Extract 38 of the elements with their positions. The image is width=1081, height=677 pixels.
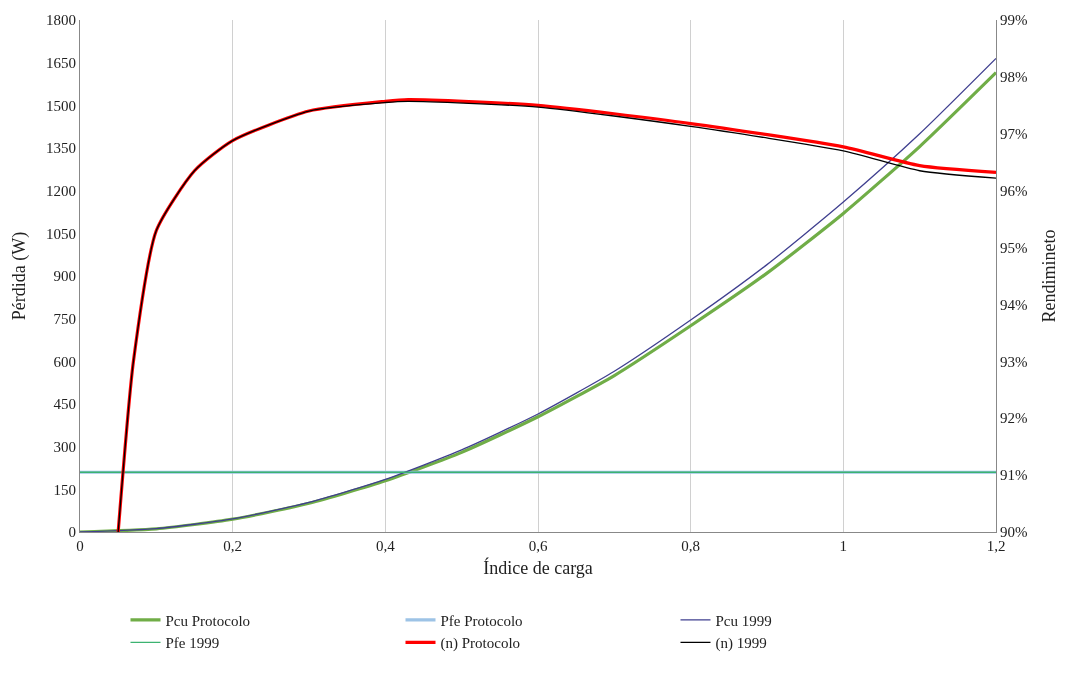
y-tick-label: 1350 — [46, 140, 76, 157]
y2-tick-label: 94% — [1000, 296, 1028, 313]
y2-tick-label: 95% — [1000, 239, 1028, 256]
y-tick-label: 300 — [53, 438, 76, 455]
x-tick-label: 0,8 — [681, 538, 701, 554]
y-tick-label: 600 — [53, 353, 76, 370]
y-tick-label: 1800 — [46, 12, 76, 29]
y2-tick-label: 92% — [1000, 410, 1028, 427]
legend-label: Pcu 1999 — [715, 612, 772, 629]
y-tick-label: 1050 — [46, 225, 76, 242]
legend-label: (n) Protocolo — [440, 635, 521, 653]
x-tick-label: 1 — [839, 538, 848, 554]
y-tick-label: 900 — [53, 268, 76, 285]
y-tick-label: 1500 — [46, 97, 76, 114]
y2-tick-label: 90% — [1000, 524, 1028, 541]
x-tick-label: 0,4 — [375, 538, 396, 554]
y-tick-label: 0 — [68, 524, 76, 541]
x-tick-label: 0,6 — [528, 538, 548, 554]
x-tick-label: 1,2 — [986, 538, 1006, 554]
y2-tick-label: 99% — [1000, 12, 1028, 29]
y2-tick-label: 98% — [1000, 69, 1028, 86]
legend-label: Pfe 1999 — [165, 635, 220, 652]
legend-label: Pcu Protocolo — [165, 612, 251, 629]
y-tick-label: 150 — [53, 481, 76, 498]
y-axis-title: Pérdida (W) — [9, 231, 31, 321]
y2-axis-title: Rendimineto — [1038, 229, 1059, 323]
x-tick-label: 0,2 — [223, 538, 243, 554]
y2-tick-label: 91% — [1000, 467, 1028, 484]
x-axis-title: Índice de carga — [483, 557, 593, 579]
y-tick-label: 450 — [53, 396, 76, 413]
y2-tick-label: 93% — [1000, 353, 1028, 370]
y2-tick-label: 96% — [1000, 182, 1028, 199]
y-tick-label: 750 — [53, 310, 76, 327]
y2-tick-label: 97% — [1000, 126, 1028, 143]
legend-label: Pfe Protocolo — [440, 612, 523, 629]
legend-label: (n) 1999 — [715, 635, 767, 653]
y-tick-label: 1650 — [46, 54, 76, 71]
y-tick-label: 1200 — [46, 182, 76, 199]
